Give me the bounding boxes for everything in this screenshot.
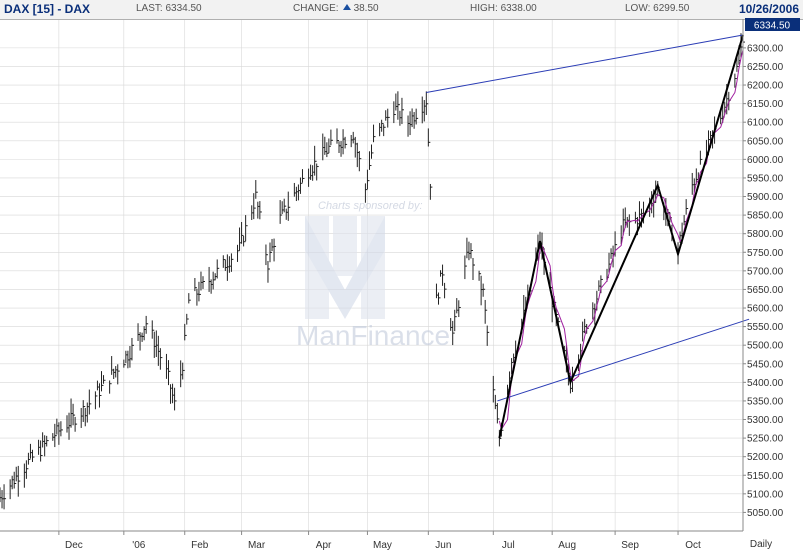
y-tick-label: 5250.00 — [747, 434, 784, 445]
last-quote: LAST: 6334.50 — [136, 3, 202, 14]
y-tick-label: 5050.00 — [747, 508, 784, 519]
y-tick-label: 5600.00 — [747, 304, 784, 315]
lower-channel-line — [497, 318, 750, 402]
quote-date: 10/26/2006 — [738, 2, 799, 16]
x-tick-label: Apr — [316, 540, 332, 550]
x-tick-label: Dec — [65, 540, 83, 550]
y-tick-label: 5200.00 — [747, 452, 784, 463]
y-tick-label: 6200.00 — [747, 81, 784, 92]
last-label: LAST: — [136, 3, 163, 14]
y-tick-label: 5750.00 — [747, 248, 784, 259]
change-value: 38.50 — [353, 3, 379, 14]
x-tick-label: Feb — [191, 540, 209, 550]
y-tick-label: 5300.00 — [747, 415, 784, 426]
y-tick-label: 5950.00 — [747, 173, 784, 184]
last-price-label: 6334.50 — [754, 21, 791, 32]
high-label: HIGH: — [470, 3, 498, 14]
watermark-logo-m — [305, 216, 385, 319]
up-arrow-icon — [342, 4, 351, 10]
y-tick-label: 5400.00 — [747, 378, 784, 389]
y-tick-label: 5650.00 — [747, 285, 784, 296]
last-price-box — [745, 18, 800, 31]
symbol-title: DAX [15] - DAX — [4, 2, 91, 16]
low-label: LOW: — [625, 3, 651, 14]
x-axis-label: Daily — [750, 539, 772, 550]
y-tick-label: 5350.00 — [747, 396, 784, 407]
y-tick-label: 5450.00 — [747, 359, 784, 370]
y-tick-label: 6000.00 — [747, 155, 784, 166]
x-tick-label: Aug — [558, 540, 576, 550]
change-label: CHANGE: — [293, 3, 339, 14]
upper-channel-line — [426, 34, 744, 93]
x-tick-label: May — [373, 540, 392, 550]
y-tick-label: 5150.00 — [747, 471, 784, 482]
y-tick-label: 5700.00 — [747, 266, 784, 277]
last-value: 6334.50 — [165, 3, 202, 14]
y-tick-label: 6250.00 — [747, 62, 784, 73]
x-tick-label: Mar — [248, 540, 266, 550]
x-tick-label: Sep — [621, 540, 639, 550]
y-tick-label: 5850.00 — [747, 211, 784, 222]
y-tick-label: 5900.00 — [747, 192, 784, 203]
x-tick-label: Jun — [435, 540, 451, 550]
change-quote: CHANGE: 38.50 — [293, 3, 379, 14]
y-tick-label: 5500.00 — [747, 341, 784, 352]
low-quote: LOW: 6299.50 — [625, 3, 689, 14]
y-tick-label: 6100.00 — [747, 118, 784, 129]
y-tick-label: 6050.00 — [747, 136, 784, 147]
y-tick-label: 5550.00 — [747, 322, 784, 333]
high-quote: HIGH: 6338.00 — [470, 3, 537, 14]
y-tick-label: 5100.00 — [747, 489, 784, 500]
watermark-logo-mid — [333, 216, 357, 276]
sponsor-watermark: Charts sponsored by: ManFinance — [296, 200, 450, 351]
x-tick-label: Oct — [685, 540, 701, 550]
watermark-brand-text: ManFinance — [296, 320, 450, 351]
x-tick-label: '06 — [132, 540, 145, 550]
zigzag-line — [498, 34, 744, 439]
low-value: 6299.50 — [653, 3, 690, 14]
y-tick-label: 6300.00 — [747, 43, 784, 54]
y-tick-label: 6150.00 — [747, 99, 784, 110]
quote-header: DAX [15] - DAX LAST: 6334.50 CHANGE: 38.5… — [0, 0, 803, 20]
time-axis: Dec '06 Feb Mar Apr May Jun Jul Aug Sep Oct — [58, 531, 701, 550]
y-tick-label: 5800.00 — [747, 229, 784, 240]
x-tick-label: Jul — [502, 540, 515, 550]
high-value: 6338.00 — [500, 3, 537, 14]
price-axis: 5050.00 5100.00 5150.00 5200.00 5250.00 5300.… — [743, 43, 784, 519]
watermark-sponsor-text: Charts sponsored by: — [318, 200, 423, 212]
